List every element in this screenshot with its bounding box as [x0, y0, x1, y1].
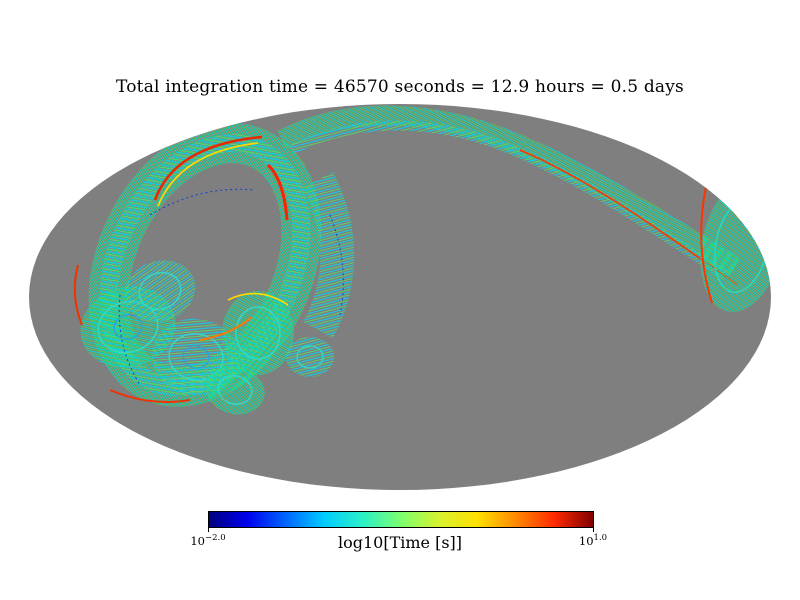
figure-title: Total integration time = 46570 seconds =… — [116, 77, 684, 97]
colorbar-tick-min: 10−2.0 — [190, 533, 226, 548]
colorbar — [208, 511, 594, 528]
colorbar-tick-mark-min — [208, 528, 209, 532]
blob-cluster — [80, 260, 334, 415]
colorbar-tick-max: 101.0 — [578, 533, 608, 548]
hot-edge-arcs — [73, 135, 289, 404]
colorbar-tick-mark-max — [593, 528, 594, 532]
blue-scan-trails — [118, 188, 344, 386]
mollweide-map — [29, 104, 771, 490]
connector-swath — [302, 172, 355, 339]
colorbar-gradient — [209, 512, 593, 527]
coverage-swaths — [73, 105, 771, 415]
colorbar-label: log10[Time [s]] — [337, 533, 463, 552]
